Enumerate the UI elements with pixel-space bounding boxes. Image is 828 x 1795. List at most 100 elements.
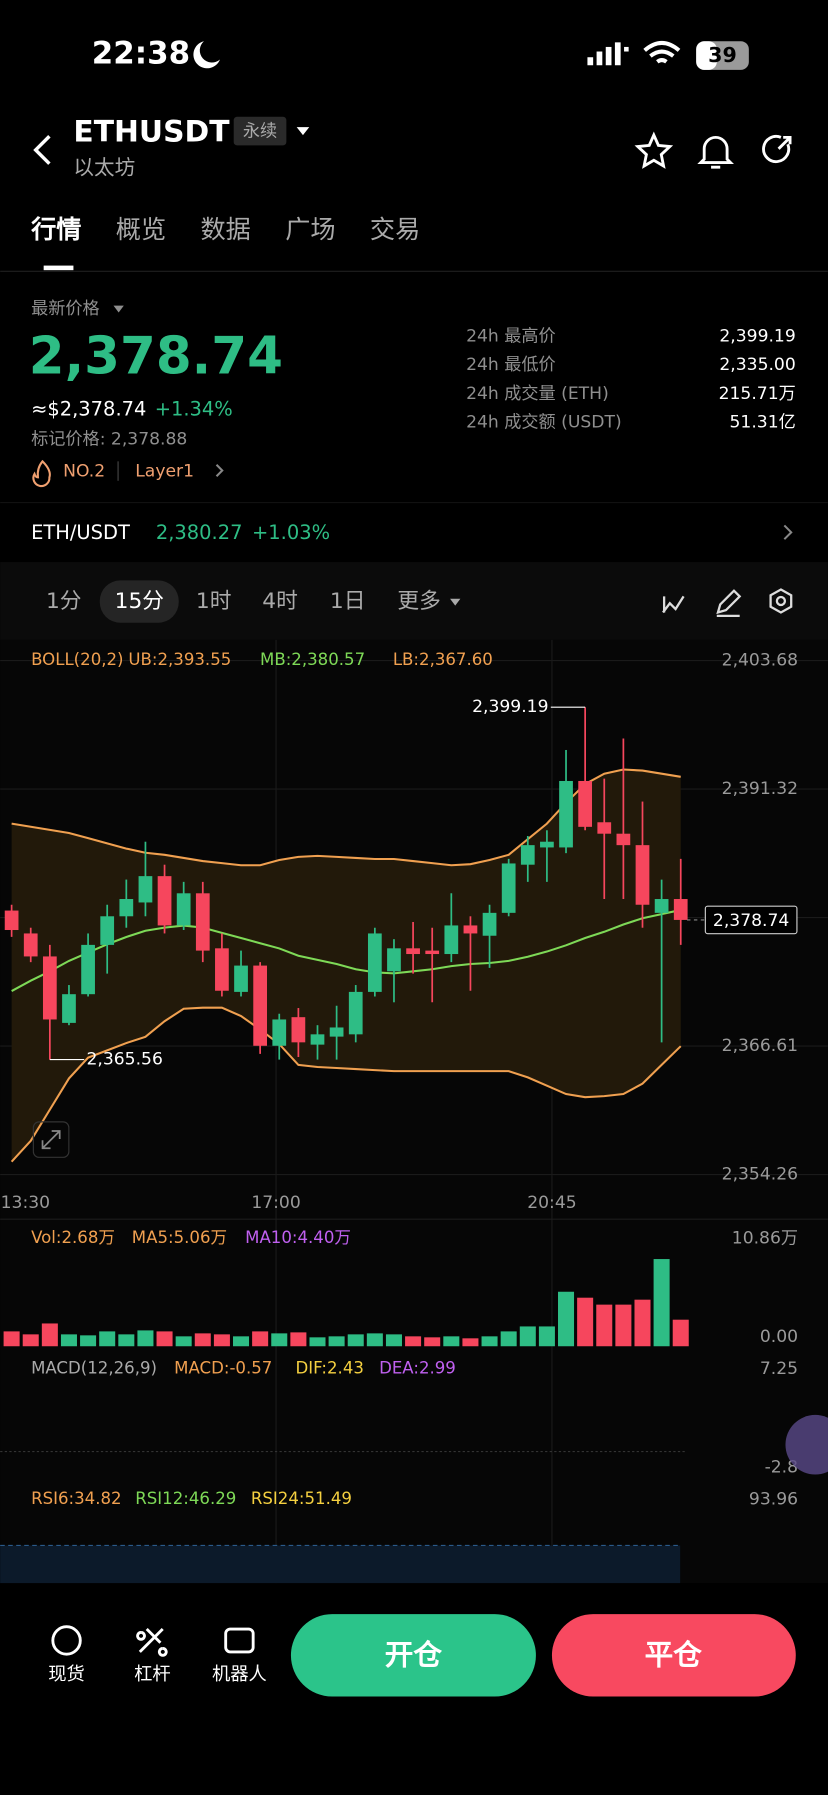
- volume-label: Vol:2.68万: [31, 1228, 115, 1247]
- y-tick-label: 2,391.32: [722, 779, 798, 799]
- volume-bar: [271, 1333, 288, 1347]
- current-price-box: [704, 905, 798, 935]
- clock: 22:38: [92, 35, 190, 71]
- volume-bar: [156, 1331, 173, 1347]
- candle-body: [578, 780, 593, 827]
- interval[interactable]: 15分: [115, 589, 164, 614]
- boll-ub: UB:2,393.55: [128, 650, 231, 669]
- spot-pair[interactable]: ETH/USDT: [31, 521, 130, 544]
- volume-bar: [118, 1334, 135, 1347]
- tab[interactable]: 概览: [116, 215, 166, 244]
- volume-bar: [634, 1299, 651, 1347]
- tab[interactable]: 交易: [370, 215, 420, 244]
- volume-bar: [596, 1304, 613, 1347]
- tab[interactable]: 行情: [30, 215, 81, 244]
- volume-bar: [653, 1259, 670, 1347]
- stat-value: 51.31亿: [729, 412, 795, 432]
- bottom-item[interactable]: 机器人: [212, 1664, 267, 1685]
- interval[interactable]: 1日: [330, 589, 366, 614]
- favorite-button[interactable]: [634, 131, 674, 169]
- indicator-button[interactable]: [662, 595, 685, 614]
- spot-arrow[interactable]: [783, 524, 793, 540]
- volume-bar: [309, 1337, 326, 1347]
- candle-body: [215, 948, 229, 991]
- volume-bar: [328, 1336, 345, 1347]
- alert-button[interactable]: [697, 136, 734, 169]
- candle-body: [234, 965, 248, 992]
- bottom-item[interactable]: 杠杆: [134, 1664, 171, 1685]
- x-tick-label: 20:45: [527, 1193, 576, 1213]
- candle-body: [540, 841, 554, 848]
- price-label: 最新价格: [31, 299, 100, 319]
- low-label: 2,365.56: [86, 1050, 162, 1070]
- spot-change: +1.03%: [252, 521, 330, 544]
- stat-label: 24h 最低价: [466, 355, 556, 375]
- interval[interactable]: 4时: [262, 589, 298, 614]
- interval[interactable]: 1时: [196, 589, 232, 614]
- fullscreen-icon: [41, 1130, 61, 1150]
- candle-body: [673, 899, 688, 920]
- moon-icon: [193, 41, 220, 69]
- volume-bar: [615, 1304, 632, 1347]
- candle-body: [310, 1034, 325, 1045]
- bot-icon: [224, 1627, 255, 1654]
- candle-body: [444, 925, 459, 955]
- volume-bar: [366, 1333, 383, 1347]
- tag-bg: [233, 116, 287, 146]
- symbol: ETHUSDT: [73, 114, 230, 149]
- stat-label: 24h 成交额 (USDT): [466, 412, 622, 432]
- volume-bar: [500, 1331, 517, 1347]
- candle-body: [23, 933, 38, 957]
- back-button[interactable]: [33, 135, 51, 165]
- candle-body: [367, 933, 382, 992]
- tab[interactable]: 广场: [285, 215, 335, 244]
- volume-bar: [194, 1333, 211, 1347]
- settings-dot: [775, 595, 787, 607]
- volume-bar: [443, 1336, 460, 1347]
- interval[interactable]: 更多: [397, 589, 441, 614]
- rsi-label: RSI6:34.82: [31, 1489, 122, 1508]
- share-button[interactable]: [762, 135, 792, 163]
- interval[interactable]: 1分: [46, 589, 82, 614]
- fire-icon: [32, 459, 51, 488]
- candle-body: [138, 876, 153, 903]
- candle-body: [81, 944, 95, 995]
- symbol-dropdown[interactable]: [296, 127, 310, 136]
- macd-label: DIF:2.43: [296, 1359, 364, 1378]
- candle-body: [195, 893, 210, 951]
- price-dropdown[interactable]: [113, 305, 124, 313]
- sector[interactable]: Layer1: [135, 462, 194, 482]
- candle-body: [291, 1017, 306, 1043]
- current-price-label: 2,378.74: [713, 911, 789, 931]
- volume-bar: [519, 1326, 536, 1347]
- volume-bar: [481, 1336, 498, 1347]
- volume-bar: [577, 1297, 594, 1347]
- more-dropdown: [450, 598, 461, 606]
- candle-body: [597, 822, 612, 834]
- macd-label: MACD(12,26,9): [31, 1359, 157, 1378]
- open-position-label: 开仓: [385, 1637, 443, 1671]
- rsi-label: RSI24:51.49: [251, 1489, 352, 1508]
- volume-bar: [3, 1331, 20, 1347]
- volume-ma10: MA10:4.40万: [245, 1228, 351, 1247]
- x-tick-label: 17:00: [251, 1193, 300, 1213]
- macd-label: DEA:2.99: [379, 1359, 456, 1378]
- candle-body: [157, 876, 172, 926]
- interval-active-bg: [99, 580, 179, 623]
- tab[interactable]: 数据: [201, 215, 251, 244]
- bottom-item[interactable]: 现货: [48, 1664, 85, 1685]
- fullscreen-button[interactable]: [32, 1121, 70, 1158]
- draw-button[interactable]: [716, 589, 742, 618]
- rsi-band: [0, 1545, 681, 1584]
- wifi-icon: [643, 40, 681, 64]
- close-position-button[interactable]: [551, 1614, 796, 1697]
- volume-bar: [347, 1334, 364, 1347]
- volume-bar: [60, 1334, 77, 1347]
- open-position-button[interactable]: [290, 1614, 536, 1697]
- volume-tick-label: 10.86万: [732, 1229, 798, 1249]
- candle-body: [501, 863, 516, 913]
- high-label: 2,399.19: [472, 697, 548, 717]
- candle-body: [62, 994, 76, 1023]
- floating-assistant[interactable]: [785, 1414, 828, 1475]
- settings-button[interactable]: [769, 588, 793, 614]
